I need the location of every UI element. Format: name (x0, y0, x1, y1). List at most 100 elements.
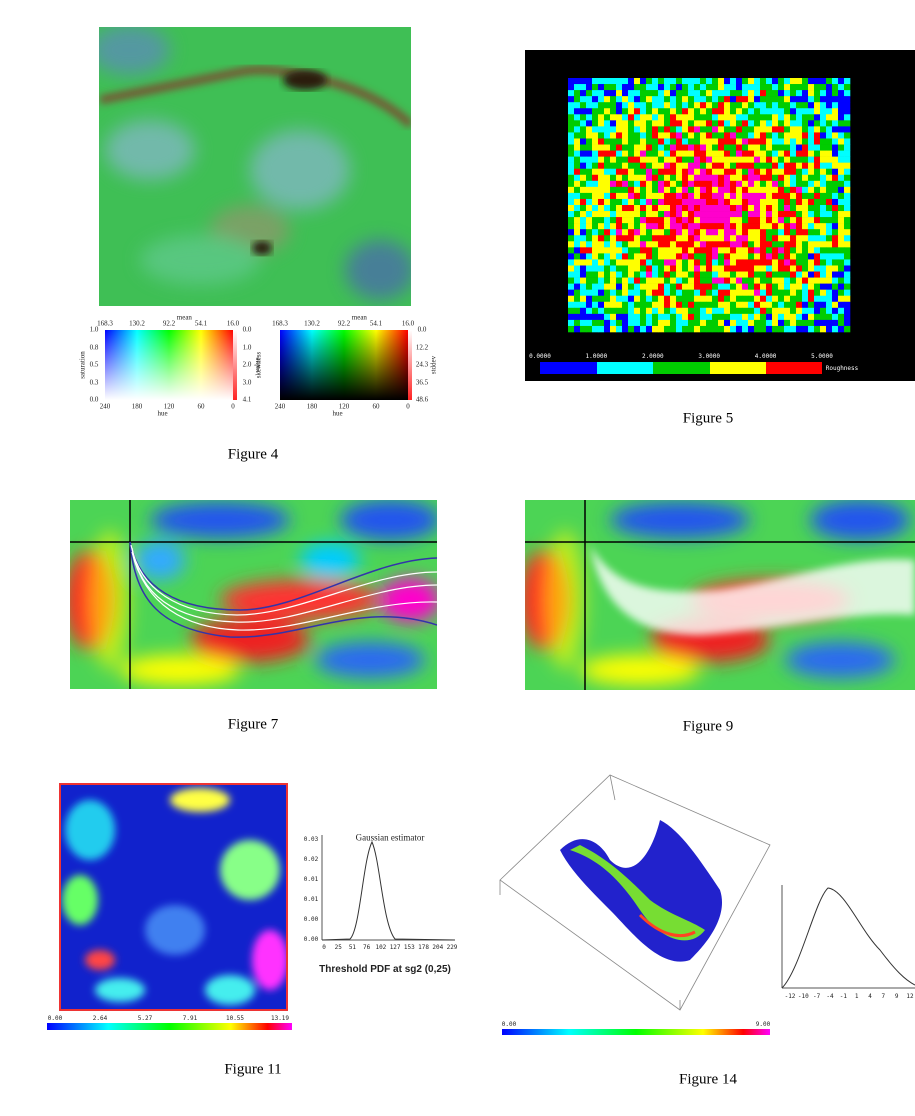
pixel (748, 102, 755, 109)
pixel (634, 138, 641, 145)
pixel (784, 198, 791, 206)
colorbar-tick: 10.55 (225, 1015, 245, 1022)
pixel (754, 198, 761, 206)
pixel (784, 126, 791, 133)
pixel (688, 156, 695, 163)
pixel (844, 223, 851, 230)
pixel (736, 156, 743, 163)
pixel (790, 84, 797, 91)
pixel (766, 120, 773, 127)
pixel (652, 301, 659, 309)
pixel (646, 217, 653, 224)
pixel (754, 283, 761, 290)
pixel (646, 90, 653, 97)
pixel (646, 223, 653, 230)
pixel (838, 247, 845, 254)
pixel (844, 132, 851, 139)
pixel (592, 295, 599, 303)
pixel (634, 247, 641, 254)
pixel (688, 319, 695, 327)
pixel (778, 253, 785, 260)
pixel (844, 217, 851, 224)
pixel (808, 205, 815, 212)
pixel (652, 162, 659, 170)
pixel (724, 289, 731, 297)
pixel (676, 217, 683, 224)
pixel (706, 301, 713, 309)
pixel (724, 247, 731, 254)
pixel (814, 325, 821, 333)
pixel (772, 301, 779, 309)
pixel (826, 90, 833, 97)
legend-title: stddev (429, 355, 438, 375)
pixel (790, 108, 797, 115)
pixel (610, 283, 617, 290)
pixel (832, 102, 839, 109)
pixel (778, 84, 785, 91)
pixel (808, 198, 815, 206)
pixel (724, 96, 731, 103)
pixel (796, 138, 803, 145)
pixel (664, 162, 671, 170)
pixel (808, 168, 815, 176)
pixel (688, 108, 695, 115)
pixel (622, 180, 629, 188)
pixel (634, 253, 641, 260)
pixel (568, 235, 575, 242)
pixel (748, 319, 755, 327)
pixel (790, 138, 797, 145)
pixel (730, 235, 737, 242)
pixel (700, 90, 707, 97)
pixel (748, 120, 755, 127)
pixel (784, 301, 791, 309)
pixel (658, 223, 665, 230)
pixel (616, 247, 623, 254)
pixel (832, 180, 839, 188)
pixel (634, 126, 641, 133)
pixel (676, 174, 683, 182)
pixel (820, 223, 827, 230)
pixel (688, 174, 695, 182)
pixel (784, 186, 791, 194)
pixel (676, 253, 683, 260)
pixel (808, 253, 815, 260)
pixel (766, 271, 773, 278)
pixel (628, 265, 635, 272)
pixel (808, 120, 815, 127)
pixel (610, 156, 617, 163)
pixel (652, 241, 659, 248)
figure-caption: Figure 14 (679, 1071, 737, 1088)
pixel (802, 162, 809, 170)
pixel (784, 168, 791, 176)
pixel (754, 168, 761, 176)
pixel (838, 319, 845, 327)
pixel (748, 180, 755, 188)
pixel (736, 174, 743, 182)
pixel (838, 229, 845, 236)
pixel (580, 301, 587, 309)
pixel (700, 96, 707, 103)
pixel (634, 265, 641, 272)
legend-tick: 0.8 (89, 343, 99, 351)
legend-tick: 0.0 (89, 395, 99, 404)
pixel (688, 78, 695, 85)
x-tick-label: 178 (418, 944, 429, 951)
pixel (724, 138, 731, 145)
pixel (784, 295, 791, 303)
pixel (712, 162, 719, 170)
pixel (628, 192, 635, 200)
pixel (682, 174, 689, 182)
pixel (820, 84, 827, 91)
pixel (640, 277, 647, 284)
pixel (760, 120, 767, 127)
pixel (760, 78, 767, 85)
pixel (640, 138, 647, 145)
colorbar-tick: 9.00 (755, 1021, 771, 1028)
pixel (664, 102, 671, 109)
pixel (796, 235, 803, 242)
pixel (646, 307, 653, 315)
pixel (790, 102, 797, 109)
pixel (718, 120, 725, 127)
pixel (592, 132, 599, 139)
pixel (826, 186, 833, 194)
